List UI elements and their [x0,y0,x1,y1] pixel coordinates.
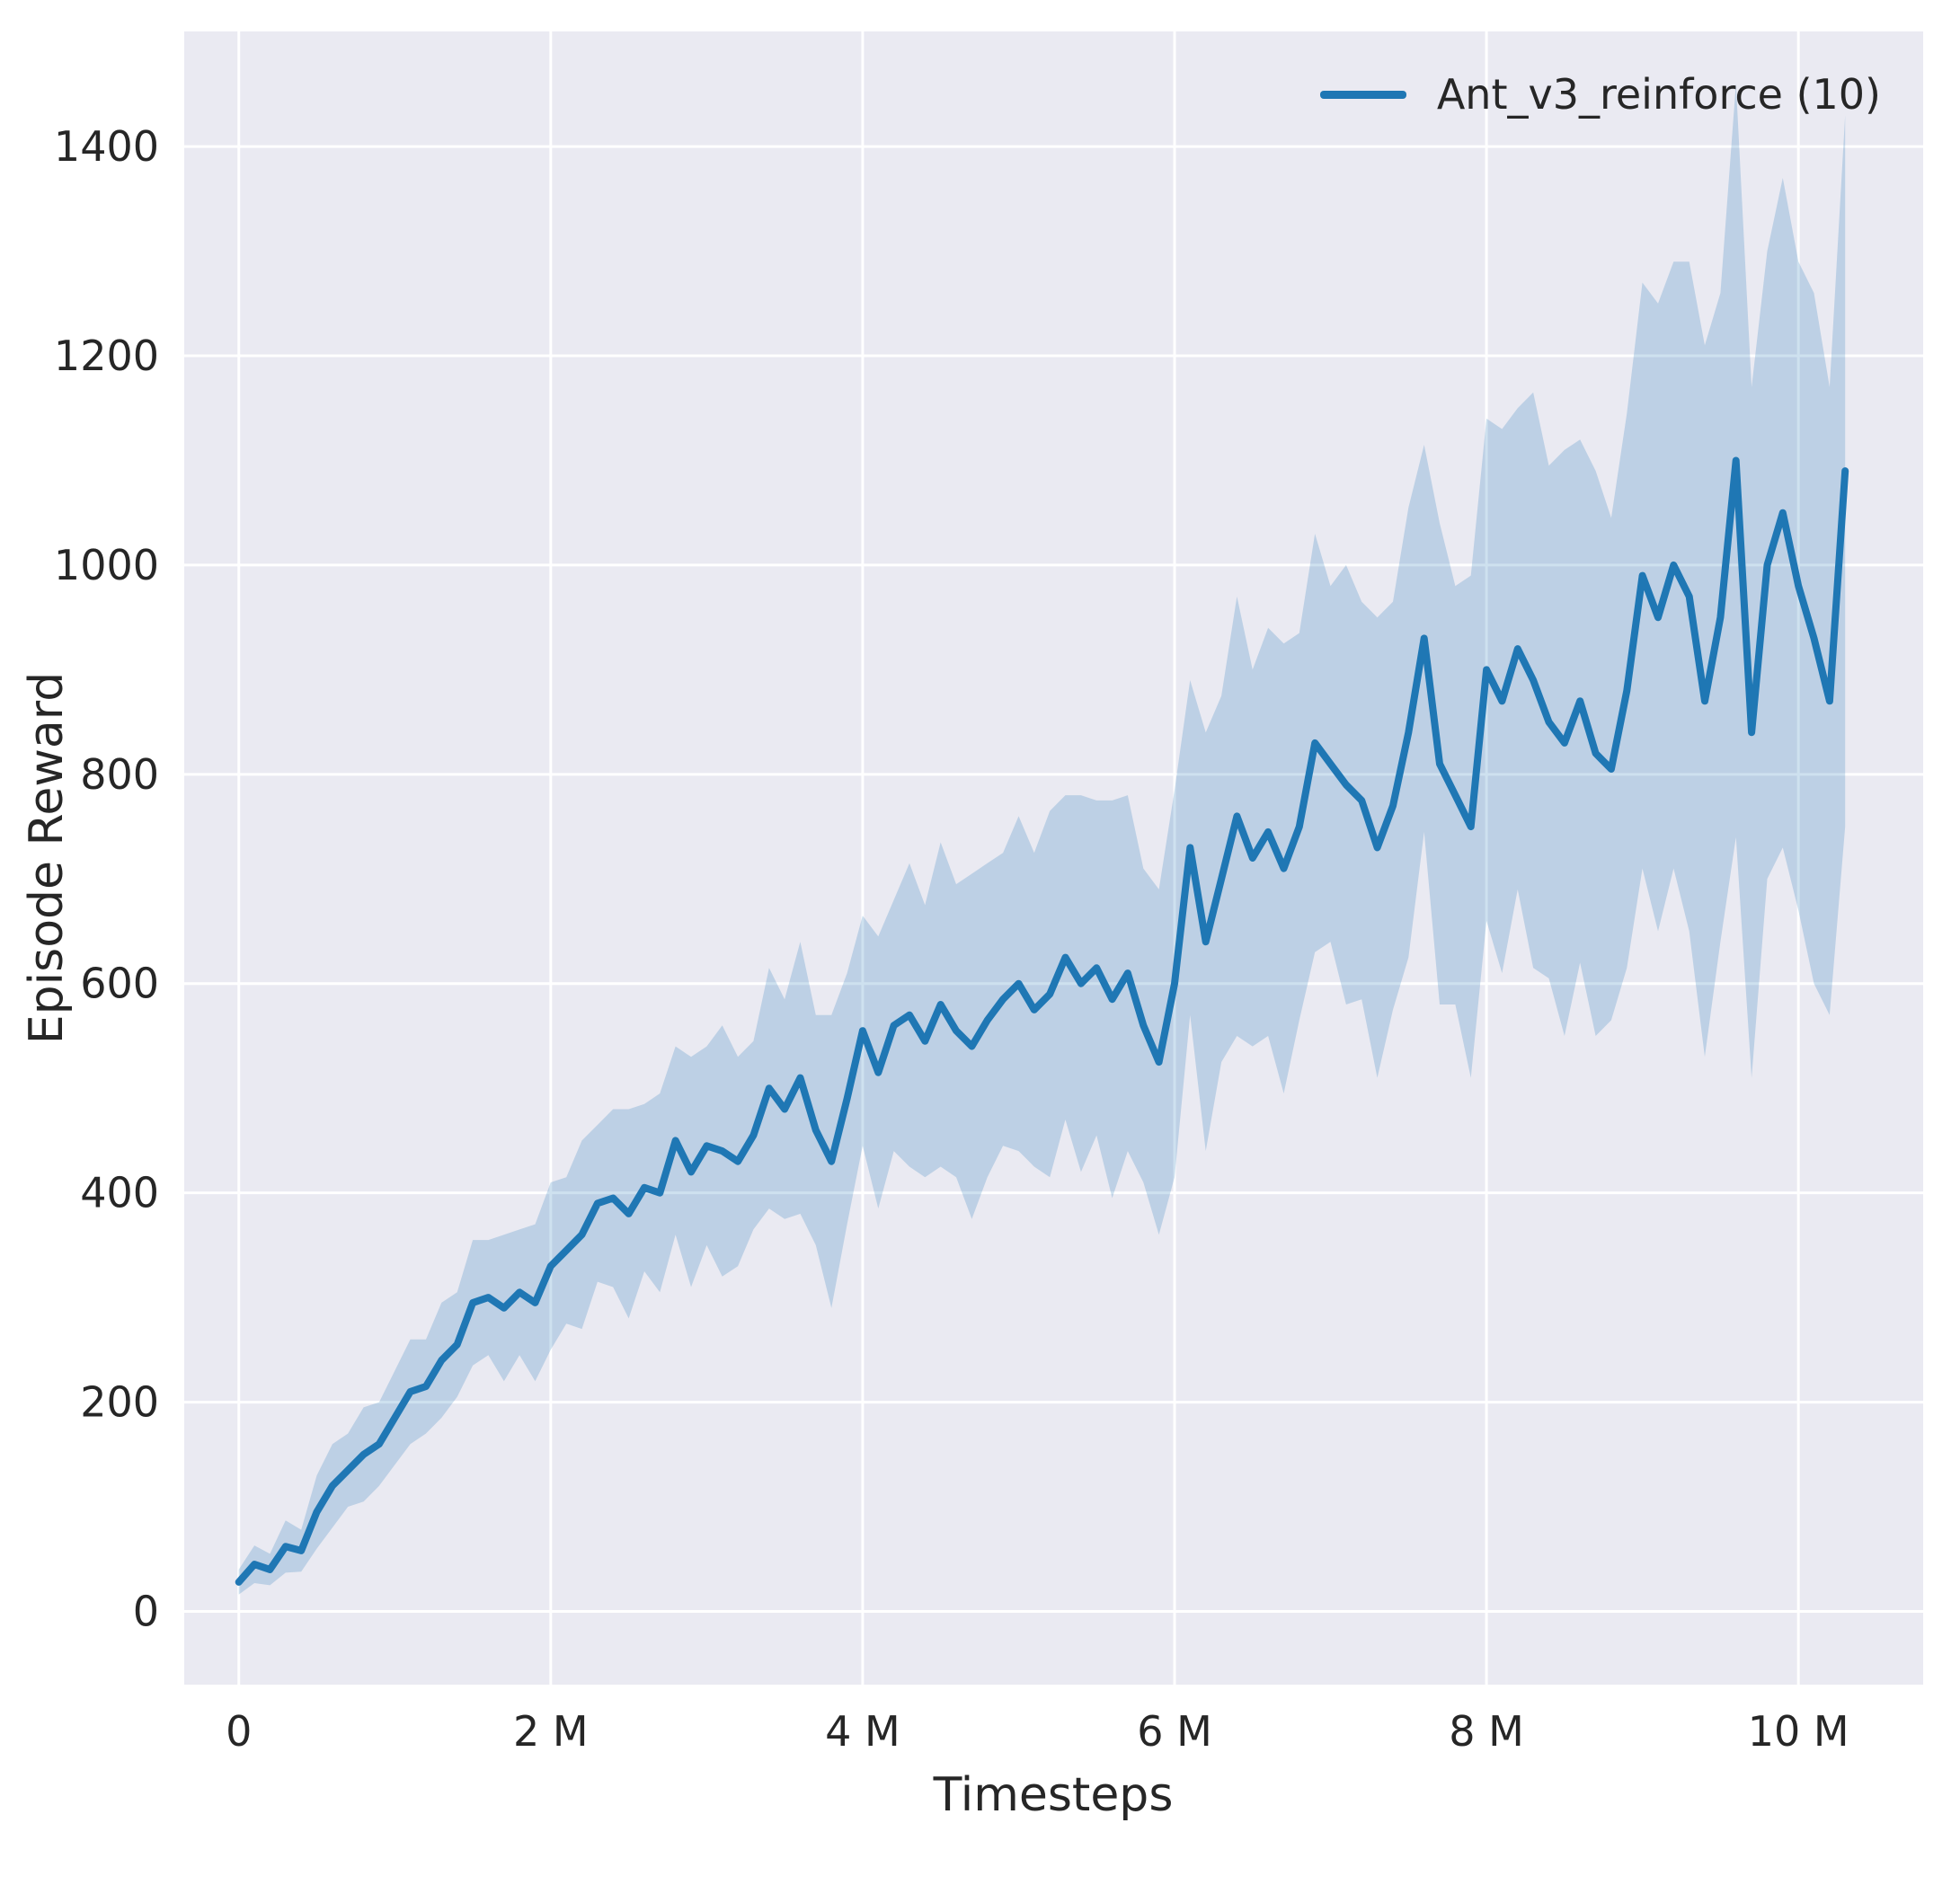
y-tick-label: 600 [80,960,159,1008]
plot-background [184,31,1923,1685]
legend-line-swatch [1319,90,1406,99]
y-tick-label: 1000 [54,541,159,589]
x-tick-label: 2 M [513,1707,589,1756]
y-tick-label: 200 [80,1378,159,1427]
x-tick-label: 6 M [1137,1707,1212,1756]
x-tick-label: 4 M [825,1707,900,1756]
legend: Ant_v3_reinforce (10) [1319,70,1881,119]
mean-line [235,456,1849,1586]
x-tick-label: 10 M [1748,1707,1849,1756]
y-tick-label: 1400 [54,122,159,171]
y-tick-label: 400 [80,1169,159,1217]
x-axis-label: Timesteps [933,1768,1174,1822]
x-tick-label: 0 [226,1707,252,1756]
x-tick-label: 8 M [1449,1707,1524,1756]
confidence-band [238,84,1846,1595]
y-tick-label: 0 [133,1587,159,1635]
y-tick-label: 800 [80,750,159,799]
y-tick-label: 1200 [54,332,159,380]
y-axis-label: Episode Reward [20,671,74,1045]
legend-label: Ant_v3_reinforce (10) [1436,70,1881,119]
